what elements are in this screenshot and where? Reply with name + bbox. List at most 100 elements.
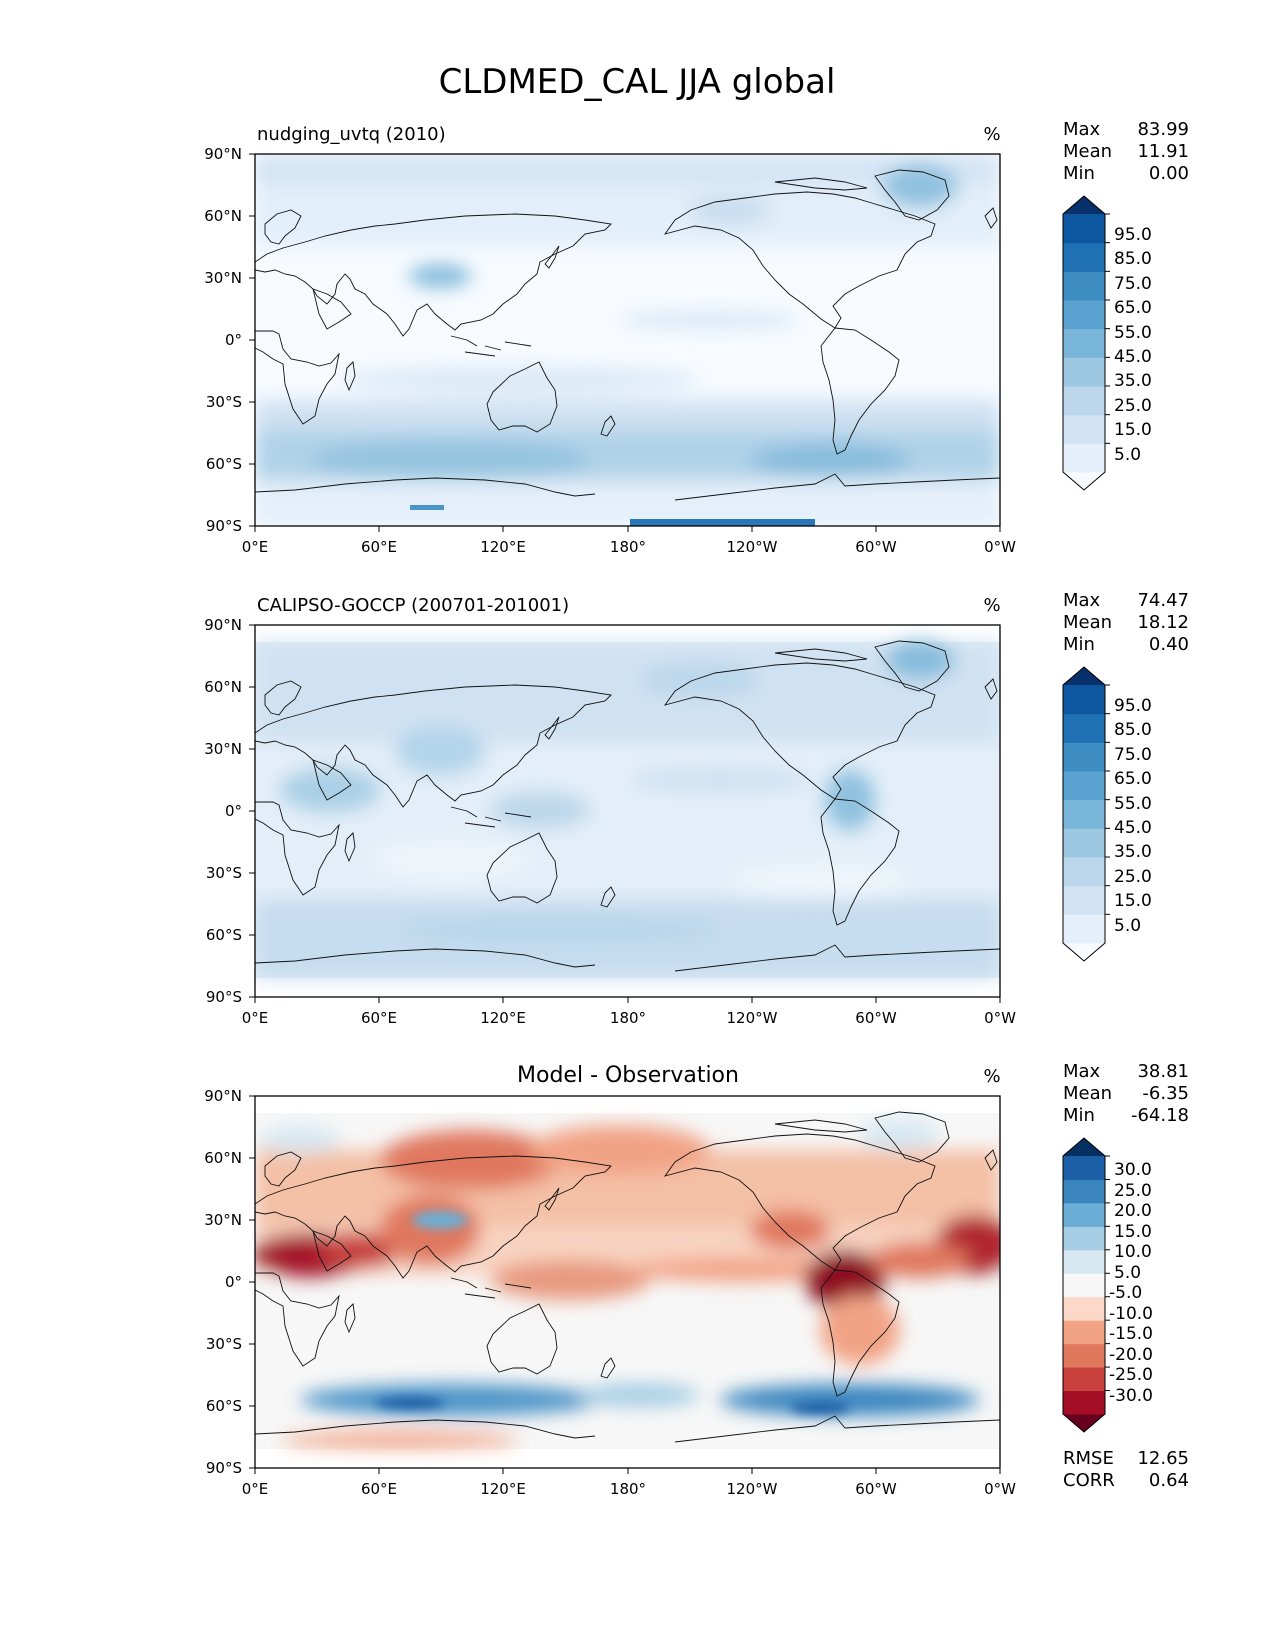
x-tick-label: 60°W [855,1009,897,1027]
colorbar-label: -30.0 [1109,1386,1153,1406]
x-tick-label: 60°W [855,1480,897,1498]
y-tick-label: 60°S [206,455,242,473]
colorbar-label: 65.0 [1114,298,1152,318]
colorbar-segment [1063,799,1105,829]
stat-label: Max [1063,1061,1101,1082]
stat-value: 83.99 [1137,119,1189,140]
colorbar-segment [1063,1226,1105,1251]
y-tick-label: 30°N [204,740,242,758]
units-label: % [983,124,1000,145]
panel-title: CALIPSO-GOCCP (200701-201001) [257,595,569,616]
y-tick-label: 30°S [206,1335,242,1353]
colorbar-segment [1063,271,1105,301]
colorbar-label: 45.0 [1114,818,1152,838]
colorbar-label: -5.0 [1109,1283,1142,1303]
colorbar-label: 10.0 [1114,1242,1152,1262]
x-tick-label: 180° [610,538,646,556]
x-tick-label: 120°E [480,538,526,556]
colorbar-segment [1063,742,1105,772]
colorbar [1062,1137,1110,1433]
colorbar-segment [1063,685,1105,715]
y-tick-label: 60°N [204,678,242,696]
colorbar-label: 20.0 [1114,1201,1152,1221]
rmse-value: 12.65 [1137,1448,1189,1469]
colorbar-label: -15.0 [1109,1324,1153,1344]
colorbar-label: 65.0 [1114,769,1152,789]
x-axis [254,526,1001,532]
y-tick-label: 60°S [206,926,242,944]
colorbar-extension-min [1063,943,1105,961]
x-tick-label: 0°E [242,538,269,556]
colorbar-label: -10.0 [1109,1304,1153,1324]
colorbar-label: 55.0 [1114,794,1152,814]
colorbar-segment [1063,914,1105,944]
colorbar-segment [1063,1179,1105,1204]
corr-label: CORR [1063,1470,1115,1491]
colorbar-label: 35.0 [1114,371,1152,391]
colorbar-label: 95.0 [1114,225,1152,245]
x-tick-label: 0°W [984,1009,1016,1027]
colorbar [1062,666,1110,962]
y-tick-label: 0° [225,331,242,349]
colorbar-label: -25.0 [1109,1365,1153,1385]
heatmap-field [255,1096,1000,1468]
y-tick-label: 30°S [206,864,242,882]
colorbar-segment [1063,713,1105,743]
colorbar-extension-max [1063,667,1105,685]
x-tick-label: 60°W [855,538,897,556]
panel-title: nudging_uvtq (2010) [257,124,446,145]
y-tick-label: 60°S [206,1397,242,1415]
colorbar-segment [1063,1320,1105,1345]
colorbar-extension-min [1063,472,1105,490]
x-tick-label: 120°W [727,1480,778,1498]
colorbar-label: 85.0 [1114,249,1152,269]
stat-value: 0.00 [1149,163,1189,184]
stat-value: -6.35 [1142,1083,1189,1104]
colorbar-segment [1063,414,1105,444]
colorbar-extension-max [1063,1138,1105,1156]
colorbar-segment [1063,386,1105,416]
y-axis [249,153,255,527]
x-tick-label: 180° [610,1480,646,1498]
colorbar-extension-min [1063,1414,1105,1432]
x-tick-label: 60°E [361,538,397,556]
colorbar-segment [1063,1156,1105,1180]
stat-label: Mean [1063,141,1112,162]
x-tick-label: 120°W [727,538,778,556]
colorbar-label: 5.0 [1114,1263,1141,1283]
stat-label: Mean [1063,612,1112,633]
x-tick-label: 120°W [727,1009,778,1027]
colorbar-label: 45.0 [1114,347,1152,367]
stat-value: 74.47 [1137,590,1189,611]
y-axis [249,624,255,998]
colorbar-segment [1063,828,1105,858]
y-tick-label: 0° [225,1273,242,1291]
x-tick-label: 0°W [984,538,1016,556]
colorbar-label: 5.0 [1114,916,1141,936]
colorbar-segment [1063,1202,1105,1227]
colorbar-label: 85.0 [1114,720,1152,740]
colorbar-segment [1063,1390,1105,1415]
colorbar-label: 25.0 [1114,1181,1152,1201]
colorbar-segment [1063,885,1105,915]
colorbar-label: 15.0 [1114,891,1152,911]
x-axis [254,1468,1001,1474]
panel-observation: CALIPSO-GOCCP (200701-201001) % [204,590,1189,1027]
units-label: % [983,1066,1000,1087]
y-tick-label: 90°N [204,1087,242,1105]
stat-value: 11.91 [1137,141,1189,162]
colorbar-segment [1063,300,1105,330]
y-tick-label: 90°N [204,616,242,634]
colorbar-segment [1063,1367,1105,1392]
colorbar-label: 75.0 [1114,274,1152,294]
colorbar-label: 55.0 [1114,323,1152,343]
colorbar-segment [1063,1343,1105,1368]
x-tick-label: 60°E [361,1009,397,1027]
stat-value: -64.18 [1131,1105,1189,1126]
y-tick-label: 30°S [206,393,242,411]
y-tick-label: 90°S [206,1459,242,1477]
colorbar-label: 5.0 [1114,445,1141,465]
y-tick-label: 60°N [204,1149,242,1167]
colorbar-label: 15.0 [1114,420,1152,440]
